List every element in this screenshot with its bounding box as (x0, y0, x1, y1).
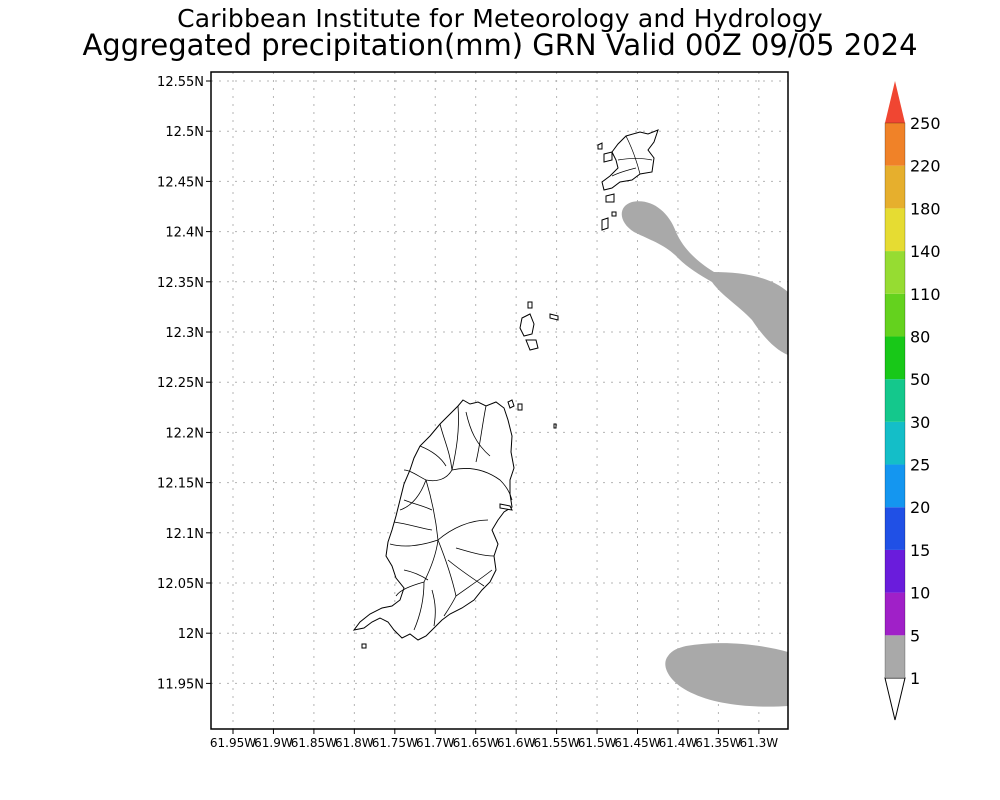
islet-8 (507, 399, 515, 409)
colorbar-label: 140 (910, 242, 941, 261)
colorbar-label: 30 (910, 413, 930, 432)
lon-tick-label: 61.75W (372, 736, 418, 750)
lon-tick-label: 61.7W (416, 736, 455, 750)
colorbar-label: 80 (910, 327, 930, 346)
islet-6 (527, 301, 533, 309)
colorbar-segment (885, 123, 905, 166)
chart-subtitle: Aggregated precipitation(mm) GRN Valid 0… (82, 28, 918, 62)
colorbar-label: 180 (910, 199, 941, 218)
lon-tick-label: 61.95W (210, 736, 256, 750)
colorbar-under-triangle (884, 677, 906, 721)
lon-tick-label: 61.35W (695, 736, 741, 750)
lat-tick-label: 12.3N (165, 326, 204, 341)
colorbar-outline (884, 122, 906, 679)
islet-11 (361, 643, 367, 649)
lon-tick-label: 61.85W (291, 736, 337, 750)
colorbar-label: 110 (910, 285, 941, 304)
precip-area-northeast (621, 201, 788, 355)
colorbar-segment (885, 251, 905, 294)
ronde-island (519, 313, 535, 337)
lon-tick-label: 61.6W (497, 736, 536, 750)
lon-tick-label: 61.3W (740, 736, 779, 750)
islet-2 (605, 193, 615, 203)
precip-areas (621, 201, 788, 707)
colorbar-segment (885, 293, 905, 337)
colorbar-segment (885, 379, 905, 422)
lat-tick-label: 12.2N (165, 426, 204, 441)
lon-tick-label: 61.45W (614, 736, 660, 750)
grenada-island (352, 399, 515, 641)
chart-title: Caribbean Institute for Meteorology and … (177, 4, 823, 33)
islands (352, 129, 659, 649)
grenada-parish-boundaries (389, 405, 513, 631)
lon-tick-label: 61.55W (533, 736, 579, 750)
islet-12 (499, 503, 513, 511)
colorbar-label: 50 (910, 370, 930, 389)
colorbar-segment (885, 165, 905, 209)
islet-5 (525, 339, 539, 351)
lat-tick-label: 12.35N (157, 276, 204, 291)
colorbar-label: 1 (910, 669, 920, 688)
lat-tick-label: 12.55N (157, 75, 204, 90)
lat-tick-label: 12.05N (157, 577, 204, 592)
colorbar-label: 15 (910, 541, 930, 560)
lat-tick-label: 12.4N (165, 226, 204, 241)
carriacou-island (601, 129, 659, 191)
lon-tick-label: 61.5W (578, 736, 617, 750)
precip-area-southeast (665, 643, 788, 707)
colorbar-label: 250 (910, 114, 941, 133)
map-frame (210, 71, 789, 730)
colorbar-over-triangle (885, 81, 905, 123)
lat-tick-label: 12.15N (157, 477, 204, 492)
islet-3 (601, 217, 609, 231)
colorbar-segment (885, 208, 905, 252)
colorbar-label: 20 (910, 498, 930, 517)
lon-tick-label: 61.9W (254, 736, 293, 750)
latitude-axis: 12.55N 12.5N 12.45N 12.4N 12.35N 12.3N 12.25N 1… (157, 75, 211, 692)
islet-9 (517, 403, 523, 411)
islet-10 (553, 423, 557, 429)
lon-tick-label: 61.8W (335, 736, 374, 750)
colorbar-segment (885, 507, 905, 550)
map-frame-background (211, 72, 788, 729)
lat-tick-label: 11.95N (157, 677, 204, 692)
colorbar-segment (885, 336, 905, 380)
lat-tick-label: 12N (178, 627, 204, 642)
lat-tick-label: 12.1N (165, 527, 204, 542)
colorbar-segment (885, 421, 905, 465)
lon-tick-label: 61.4W (659, 736, 698, 750)
lat-tick-label: 12.25N (157, 376, 204, 391)
lat-tick-label: 12.5N (165, 125, 204, 140)
longitude-axis: 61.95W61.9W61.85W61.8W61.75W61.7W61.65W6… (210, 729, 778, 750)
islet-7 (549, 313, 559, 321)
colorbar-segment (885, 549, 905, 593)
petite-martinique-island (603, 151, 613, 163)
colorbar-label: 10 (910, 584, 930, 603)
lon-tick-label: 61.65W (453, 736, 499, 750)
colorbar-label: 25 (910, 456, 930, 475)
colorbar-label: 220 (910, 157, 941, 176)
colorbar-segment (885, 635, 905, 678)
colorbar-segment (885, 592, 905, 636)
carriacou-boundaries (611, 135, 653, 177)
colorbar-label: 5 (910, 626, 920, 645)
lat-tick-label: 12.45N (157, 175, 204, 190)
islet-1 (597, 142, 603, 150)
colorbar-segment (885, 464, 905, 508)
islet-4 (611, 211, 617, 217)
